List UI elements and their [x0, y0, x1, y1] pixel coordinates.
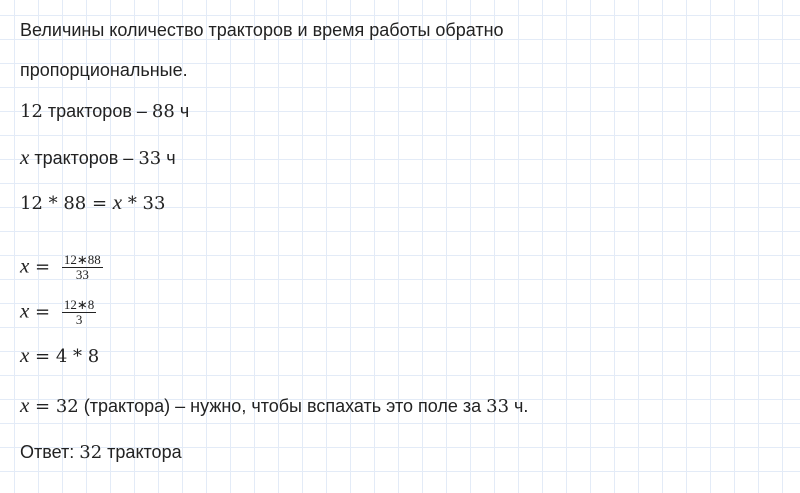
- equation: x = 4 * 8: [20, 343, 99, 369]
- math-var: x: [20, 343, 30, 367]
- math-var: x: [20, 253, 30, 278]
- math: =: [29, 256, 56, 278]
- text-line: Величины количество тракторов и время ра…: [20, 20, 504, 40]
- denominator: 3: [75, 312, 83, 327]
- numerator: 12∗88: [61, 252, 103, 268]
- text: ч: [174, 101, 190, 121]
- equation: 12 * 88 = x * 33: [20, 190, 165, 216]
- text: ч.: [509, 396, 529, 416]
- text-line: пропорциональные.: [20, 60, 188, 80]
- math: = 32: [29, 396, 79, 417]
- text: трактора: [102, 442, 182, 462]
- math: =: [29, 301, 56, 323]
- math-var: x: [20, 298, 30, 323]
- math: 88: [151, 101, 175, 122]
- math: * 33: [122, 193, 166, 214]
- math: 33: [138, 148, 162, 169]
- text: Ответ:: [20, 442, 80, 462]
- text: тракторов –: [29, 148, 139, 168]
- text-line: x = 32 (трактора) – нужно, чтобы вспахат…: [20, 393, 528, 419]
- equation: x = 12∗88 33: [20, 253, 103, 282]
- math: 32: [79, 442, 103, 463]
- text-line: 12 тракторов – 88 ч: [20, 99, 189, 124]
- answer-line: Ответ: 32 трактора: [20, 440, 182, 465]
- math-var: x: [20, 393, 30, 417]
- equation: x = 12∗8 3: [20, 297, 97, 327]
- text: ч: [161, 148, 176, 168]
- fraction: 12∗88 33: [61, 252, 103, 282]
- math-var: x: [20, 145, 30, 169]
- math: 12 * 88 =: [20, 193, 113, 214]
- math: 12: [20, 101, 43, 122]
- math-var: x: [112, 190, 123, 214]
- text: тракторов –: [42, 101, 152, 121]
- math: = 4 * 8: [29, 346, 100, 367]
- fraction: 12∗8 3: [61, 297, 97, 327]
- numerator: 12∗8: [61, 297, 97, 313]
- text-line: x тракторов – 33 ч: [20, 145, 176, 171]
- math: 33: [486, 396, 510, 417]
- text: (трактора) – нужно, чтобы вспахать это п…: [78, 396, 487, 416]
- denominator: 33: [75, 267, 89, 282]
